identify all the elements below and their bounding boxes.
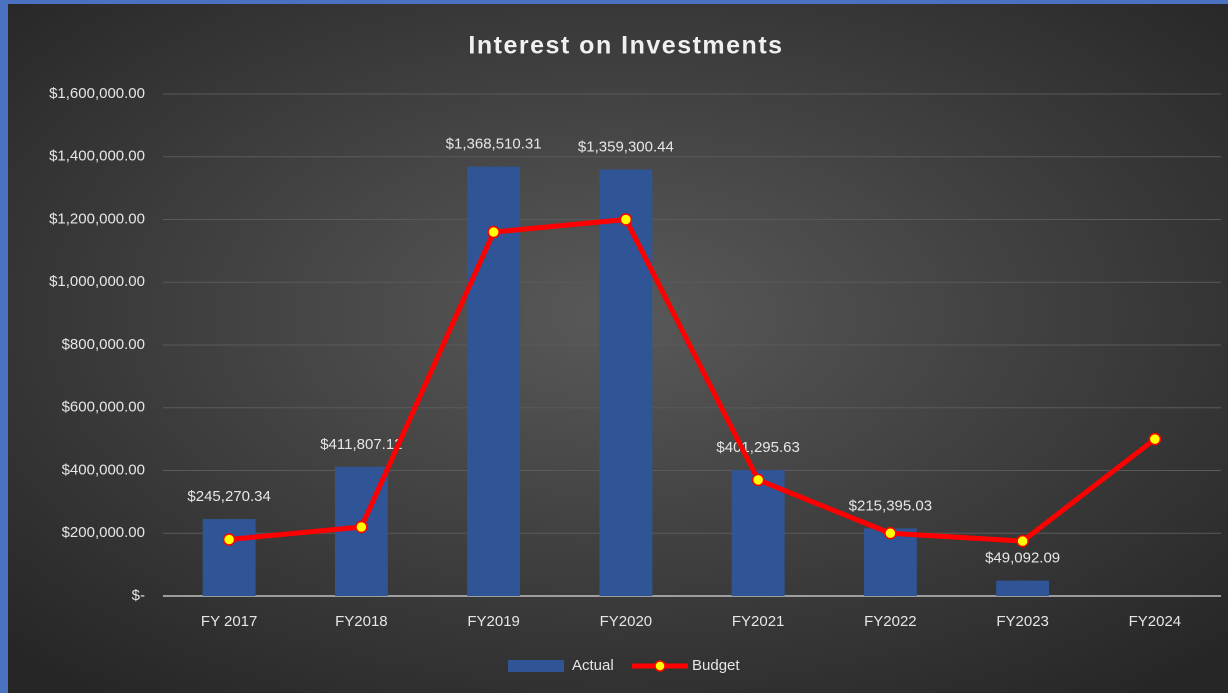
y-tick-label: $600,000.00 (62, 399, 145, 416)
x-tick-label: FY2023 (996, 613, 1049, 630)
chart-title: Interest on Investments (468, 32, 783, 60)
x-tick-label: FY2022 (864, 613, 917, 630)
bar (863, 528, 917, 596)
y-tick-label: $800,000.00 (62, 336, 145, 353)
data-label: $1,359,300.44 (578, 138, 674, 155)
line (228, 217, 1157, 544)
x-tick-label: FY2018 (335, 613, 388, 630)
legend-swatch (508, 660, 564, 672)
data-label: $245,270.34 (187, 488, 270, 505)
data-label: $1,368,510.31 (446, 136, 542, 153)
line-marker (1148, 432, 1162, 446)
data-label: $215,395.03 (849, 497, 932, 514)
legend-label: Actual (572, 657, 614, 674)
line-marker (487, 225, 500, 239)
data-label: $411,807.12 (320, 436, 402, 453)
data-label: $401,295.63 (716, 439, 799, 456)
bar (731, 470, 785, 596)
y-tick-label: $1,600,000.00 (49, 85, 145, 102)
x-tick-label: FY 2017 (201, 613, 257, 630)
y-tick-label: $- (132, 587, 145, 604)
x-tick-label: FY2024 (1129, 613, 1182, 630)
x-tick-label: FY2019 (467, 613, 520, 630)
x-tick-label: FY2021 (732, 613, 785, 630)
data-label: $49,092.09 (985, 550, 1060, 567)
line-marker (355, 520, 368, 534)
y-tick-label: $1,200,000.00 (49, 210, 145, 227)
bar (996, 580, 1050, 596)
y-tick-label: $1,400,000.00 (49, 148, 145, 165)
x-tick-label: FY2020 (600, 613, 653, 630)
line-marker (222, 533, 236, 546)
line-marker (1016, 534, 1029, 548)
y-tick-label: $1,000,000.00 (49, 273, 145, 290)
bar (599, 169, 653, 597)
line-marker (751, 473, 765, 487)
legend-swatch-marker (654, 660, 666, 672)
line-marker (619, 213, 633, 226)
line-marker (884, 527, 897, 540)
y-tick-label: $400,000.00 (62, 461, 145, 478)
y-tick-label: $200,000.00 (62, 524, 145, 541)
legend-label: Budget (692, 657, 740, 674)
bar (202, 519, 256, 596)
